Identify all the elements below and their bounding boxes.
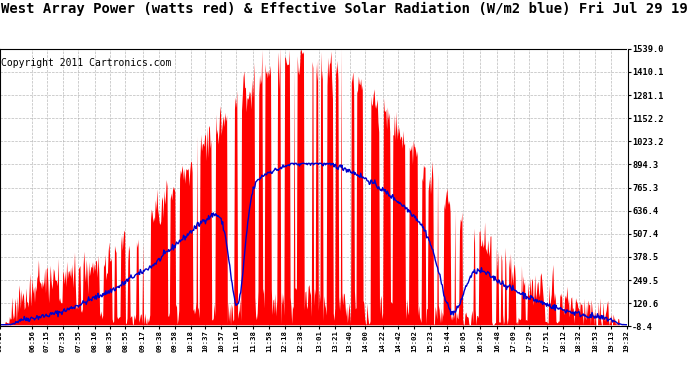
Text: Copyright 2011 Cartronics.com: Copyright 2011 Cartronics.com xyxy=(1,58,172,68)
Text: West Array Power (watts red) & Effective Solar Radiation (W/m2 blue) Fri Jul 29 : West Array Power (watts red) & Effective… xyxy=(1,2,690,16)
